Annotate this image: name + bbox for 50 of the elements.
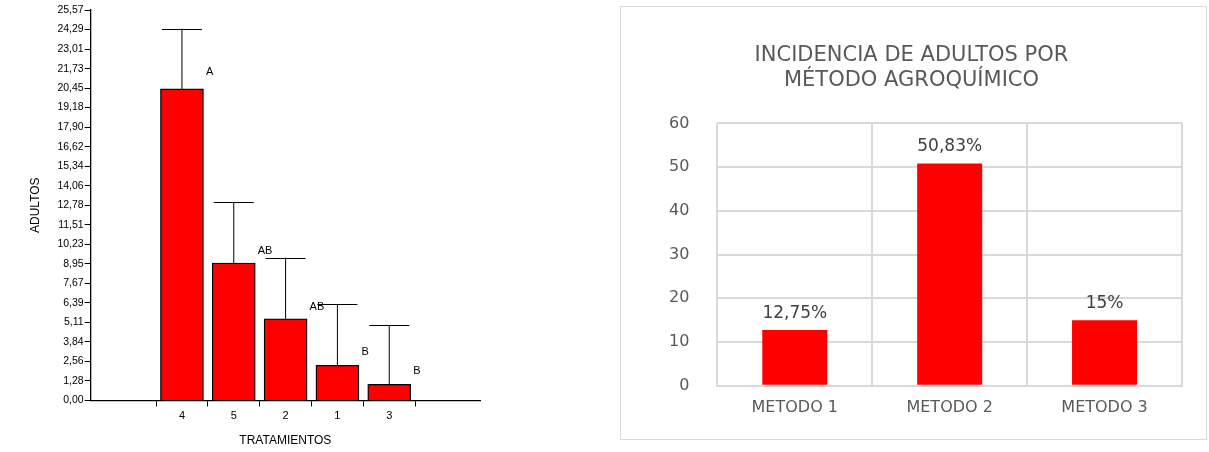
y-tick-label: 17,90 <box>57 120 84 132</box>
bar <box>917 163 983 385</box>
y-tick-label: 0 <box>679 374 690 394</box>
y-tick-label: 7,67 <box>63 276 84 289</box>
y-tick-label: 30 <box>669 243 690 263</box>
annotation: B <box>413 364 421 377</box>
x-tick-label: 1 <box>334 409 341 422</box>
bar <box>1072 320 1138 385</box>
y-tick-label: 40 <box>669 200 690 220</box>
annotation: B <box>361 345 369 358</box>
y-tick-label: 24,29 <box>57 22 84 35</box>
data-label: 50,83% <box>917 135 983 156</box>
x-axis-title: TRATAMIENTOS <box>239 433 332 448</box>
x-tick-label: 4 <box>178 409 186 422</box>
y-tick-label: 19,18 <box>57 100 84 113</box>
bar <box>762 330 828 385</box>
y-tick-label: 0,00 <box>63 393 84 406</box>
x-tick-label: 2 <box>282 409 289 422</box>
y-tick-label: 14,06 <box>57 178 84 191</box>
x-tick-label: METODO 1 <box>751 396 839 416</box>
y-tick-label: 1,28 <box>63 373 84 386</box>
y-tick-label: 2,56 <box>63 354 84 367</box>
y-tick-label: 8,95 <box>63 256 84 269</box>
y-tick-label: 10,23 <box>57 237 84 250</box>
y-tick-label: 20,45 <box>57 81 84 94</box>
x-tick-label: 5 <box>230 409 237 422</box>
y-tick-label: 20 <box>669 287 690 307</box>
y-tick-label: 12,78 <box>57 198 84 211</box>
y-tick-label: 60 <box>669 112 690 132</box>
annotation: AB <box>309 299 325 312</box>
x-tick-label: METODO 2 <box>906 396 993 416</box>
y-tick-label: 3,84 <box>63 334 84 347</box>
y-tick-label: 21,73 <box>57 61 84 74</box>
y-tick-label: 15,34 <box>57 159 84 172</box>
annotation: A <box>205 65 214 78</box>
data-label: 12,75% <box>762 301 828 322</box>
data-label: 15% <box>1085 292 1124 313</box>
y-tick-label: 23,01 <box>57 41 84 54</box>
annotation: AB <box>257 243 273 256</box>
y-tick-label: 11,51 <box>58 217 84 230</box>
y-tick-label: 10 <box>669 331 690 351</box>
y-tick-label: 25,57 <box>57 2 84 15</box>
y-tick-label: 50 <box>669 156 690 176</box>
x-tick-label: METODO 3 <box>1061 396 1148 416</box>
y-tick-label: 16,62 <box>57 139 84 152</box>
y-axis-title: ADULTOS <box>27 177 42 233</box>
y-tick-label: 6,39 <box>63 295 84 308</box>
chart-title: INCIDENCIA DE ADULTOS POR MÉTODO AGROQUÍMICO <box>754 42 1069 92</box>
x-tick-label: 3 <box>386 409 393 422</box>
y-tick-label: 5,11 <box>64 315 84 328</box>
